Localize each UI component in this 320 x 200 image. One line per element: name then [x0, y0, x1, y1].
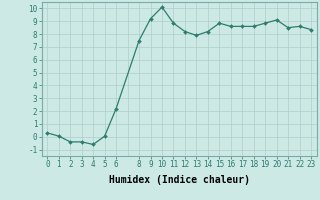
X-axis label: Humidex (Indice chaleur): Humidex (Indice chaleur): [109, 175, 250, 185]
